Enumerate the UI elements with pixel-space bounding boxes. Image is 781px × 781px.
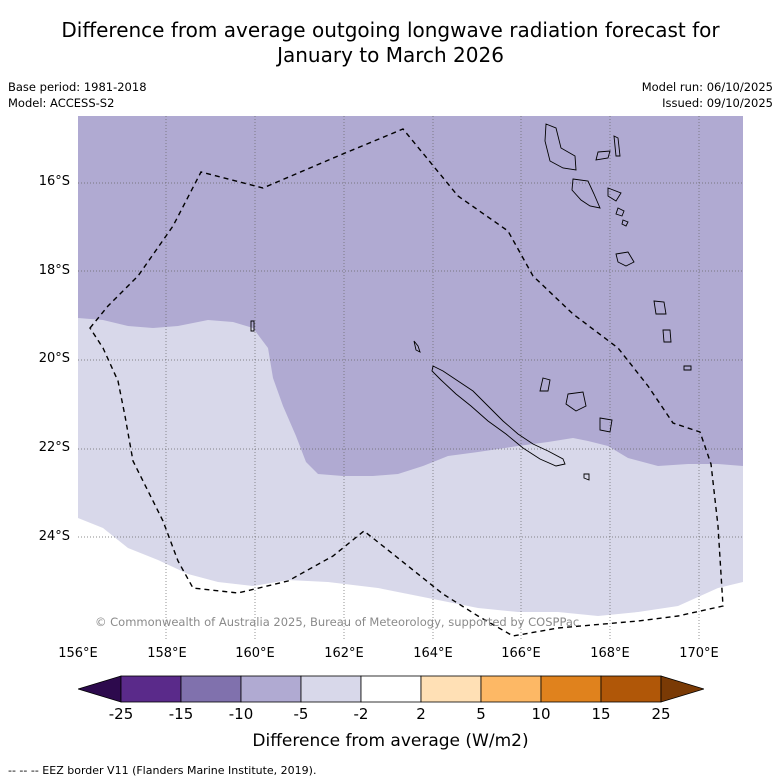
footnote: -- -- -- EEZ border V11 (Flanders Marine… [8,764,317,777]
colorbar-tick-2: -15 [168,705,194,723]
colorbar-title: Difference from average (W/m2) [252,731,529,751]
colorbar-tick-4: -5 [293,705,309,723]
island-new-caledonia [431,365,566,467]
island-erromango [653,300,667,315]
anomaly-region-medium [78,116,743,476]
island-mare [599,417,613,433]
island-chesterfield [250,320,255,332]
colorbar-tick-6: 2 [416,705,426,723]
lon-label-170e: 170°E [679,646,719,661]
colorbar-bin-5 [360,675,422,703]
colorbar [78,675,704,703]
colorbar-tick-8: 10 [531,705,551,723]
copyright-text: © Commonwealth of Australia 2025, Bureau… [95,615,580,629]
colorbar-tick-3: -10 [228,705,254,723]
island-epi [615,207,625,217]
lat-label-18s: 18°S [38,263,70,278]
colorbar-bin-7 [480,675,542,703]
colorbar-tick-1: -25 [108,705,134,723]
meta-right: Model run: 06/10/2025 Issued: 09/10/2025 [642,79,773,111]
colorbar-tick-7: 5 [476,705,486,723]
colorbar-extend-low [78,675,122,703]
island-pentecost [607,187,622,202]
chart-title: Difference from average outgoing longwav… [0,18,781,68]
lon-label-158e: 158°E [147,646,187,661]
map-panel [78,116,743,639]
model-run: Model run: 06/10/2025 [641,80,773,94]
island-small-south [583,473,590,481]
lon-label-164e: 164°E [413,646,453,661]
colorbar-bin-3 [240,675,302,703]
meta-left: Base period: 1981-2018 Model: ACCESS-S2 [8,79,147,111]
lon-label-168e: 168°E [590,646,630,661]
colorbar-bin-8 [540,675,602,703]
lon-label-166e: 166°E [501,646,541,661]
colorbar-bin-1 [120,675,182,703]
colorbar-tick-5: -2 [353,705,369,723]
base-period: Base period: 1981-2018 [8,80,147,94]
island-tanna [662,329,672,343]
island-lifou [565,391,587,412]
colorbar-extend-high [660,675,704,703]
lon-label-160e: 160°E [235,646,275,661]
lat-label-20s: 20°S [38,351,70,366]
colorbar-tick-9: 15 [591,705,611,723]
map-svg [78,116,743,639]
island-ambae [595,150,611,161]
colorbar-bin-6 [420,675,482,703]
lon-label-162e: 162°E [324,646,364,661]
island-maewo [613,135,621,157]
island-ouvea [539,377,551,392]
island-aneityum [683,365,692,371]
island-belep [413,340,421,353]
model-name: Model: ACCESS-S2 [8,96,115,110]
colorbar-tick-10: 25 [651,705,671,723]
island-espiritu-santo [544,123,577,171]
issued-date: Issued: 09/10/2025 [662,96,773,110]
title-line-1: Difference from average outgoing longwav… [61,18,720,42]
title-line-2: January to March 2026 [277,43,504,67]
lat-label-24s: 24°S [38,529,70,544]
lat-label-16s: 16°S [38,174,70,189]
graticule [78,116,743,639]
colorbar-bin-9 [600,675,662,703]
island-malakula [571,178,601,209]
lon-label-156e: 156°E [58,646,98,661]
island-shepherd [621,219,629,227]
colorbar-bin-2 [180,675,242,703]
colorbar-bin-4 [300,675,362,703]
island-efate [615,251,635,267]
lat-label-22s: 22°S [38,440,70,455]
